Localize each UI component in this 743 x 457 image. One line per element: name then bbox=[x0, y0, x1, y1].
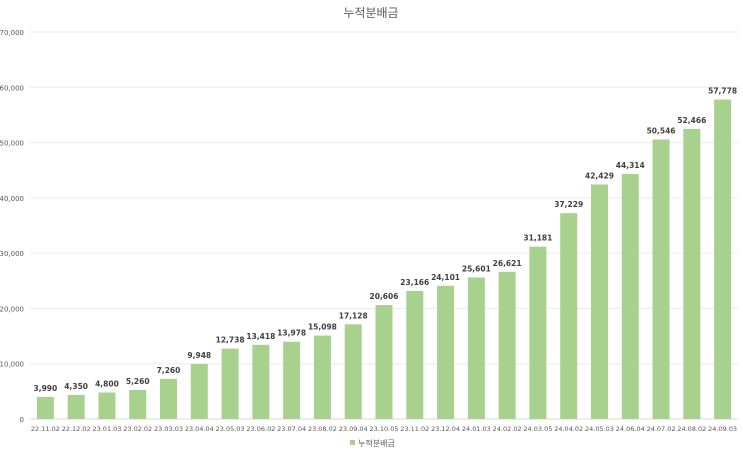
data-label: 57,778 bbox=[708, 87, 737, 96]
x-tick-label: 23.05.03 bbox=[216, 425, 245, 433]
bar bbox=[252, 344, 270, 419]
x-tick-label: 23.08.02 bbox=[308, 425, 337, 433]
bar bbox=[36, 396, 54, 419]
data-label: 3,990 bbox=[34, 384, 58, 393]
x-tick-label: 24.06.04 bbox=[616, 425, 645, 433]
bar bbox=[406, 290, 424, 419]
data-label: 20,606 bbox=[370, 292, 399, 301]
bar bbox=[375, 305, 393, 419]
bar bbox=[344, 324, 362, 419]
y-tick-label: 50,000 bbox=[0, 140, 24, 148]
data-label: 52,466 bbox=[677, 116, 706, 125]
data-label: 42,429 bbox=[585, 171, 614, 180]
bar bbox=[529, 246, 547, 419]
data-label: 4,350 bbox=[64, 382, 88, 391]
data-label: 17,128 bbox=[339, 311, 368, 320]
bar bbox=[652, 139, 670, 419]
y-tick-label: 20,000 bbox=[0, 305, 24, 313]
bar bbox=[437, 285, 455, 419]
data-label: 5,260 bbox=[126, 377, 150, 386]
legend-label: 누적분배금 bbox=[358, 438, 395, 448]
data-label: 4,800 bbox=[95, 379, 119, 388]
bar bbox=[67, 394, 85, 419]
x-tick-label: 24.04.02 bbox=[554, 425, 583, 433]
data-label: 15,098 bbox=[308, 323, 337, 332]
x-tick-label: 23.09.04 bbox=[339, 425, 368, 433]
data-label: 31,181 bbox=[523, 234, 552, 243]
x-tick-label: 24.05.03 bbox=[585, 425, 614, 433]
bar bbox=[467, 277, 485, 419]
y-tick-label: 10,000 bbox=[0, 361, 24, 369]
data-label: 25,601 bbox=[462, 264, 491, 273]
legend-swatch bbox=[350, 440, 355, 445]
bar bbox=[283, 341, 301, 419]
y-tick-label: 70,000 bbox=[0, 29, 24, 37]
data-label: 37,229 bbox=[554, 200, 583, 209]
x-tick-label: 23.01.03 bbox=[92, 425, 121, 433]
bar bbox=[221, 348, 239, 419]
x-tick-label: 23.04.04 bbox=[185, 425, 214, 433]
x-tick-label: 23.10.05 bbox=[370, 425, 399, 433]
x-tick-label: 22.12.02 bbox=[62, 425, 91, 433]
bar bbox=[190, 364, 208, 419]
bar bbox=[98, 392, 116, 419]
data-label: 12,738 bbox=[216, 336, 245, 345]
bar bbox=[714, 99, 732, 420]
bar bbox=[560, 213, 578, 419]
data-label: 7,260 bbox=[157, 366, 181, 375]
x-tick-label: 24.08.02 bbox=[677, 425, 706, 433]
x-tick-label: 23.12.04 bbox=[431, 425, 460, 433]
bar bbox=[160, 378, 178, 419]
y-tick-label: 60,000 bbox=[0, 84, 24, 92]
data-label: 9,948 bbox=[187, 351, 211, 360]
x-tick-label: 24.01.03 bbox=[462, 425, 491, 433]
data-label: 50,546 bbox=[647, 127, 676, 136]
y-tick-label: 0 bbox=[20, 416, 24, 424]
bar bbox=[313, 335, 331, 419]
x-tick-label: 23.02.02 bbox=[123, 425, 152, 433]
data-label: 26,621 bbox=[493, 259, 522, 268]
bar bbox=[683, 128, 701, 419]
bar bbox=[129, 389, 147, 419]
chart-title: 누적분배금 bbox=[343, 6, 398, 20]
y-tick-label: 30,000 bbox=[0, 250, 24, 258]
bar bbox=[498, 271, 516, 419]
y-tick-label: 40,000 bbox=[0, 195, 24, 203]
x-tick-label: 24.02.02 bbox=[493, 425, 522, 433]
x-tick-label: 24.03.05 bbox=[523, 425, 552, 433]
bar bbox=[590, 184, 608, 419]
data-label: 23,166 bbox=[400, 278, 429, 287]
data-label: 13,978 bbox=[277, 329, 306, 338]
x-tick-label: 24.09.03 bbox=[708, 425, 737, 433]
x-tick-label: 23.07.04 bbox=[277, 425, 306, 433]
data-label: 13,418 bbox=[246, 332, 275, 341]
data-label: 44,314 bbox=[616, 161, 645, 170]
x-tick-label: 22.11.02 bbox=[31, 425, 60, 433]
legend: 누적분배금 bbox=[350, 438, 395, 448]
x-tick-label: 23.06.02 bbox=[246, 425, 275, 433]
x-tick-label: 24.07.02 bbox=[647, 425, 676, 433]
x-tick-label: 23.03.03 bbox=[154, 425, 183, 433]
bar bbox=[621, 174, 639, 419]
data-label: 24,101 bbox=[431, 273, 460, 282]
x-tick-label: 23.11.02 bbox=[400, 425, 429, 433]
